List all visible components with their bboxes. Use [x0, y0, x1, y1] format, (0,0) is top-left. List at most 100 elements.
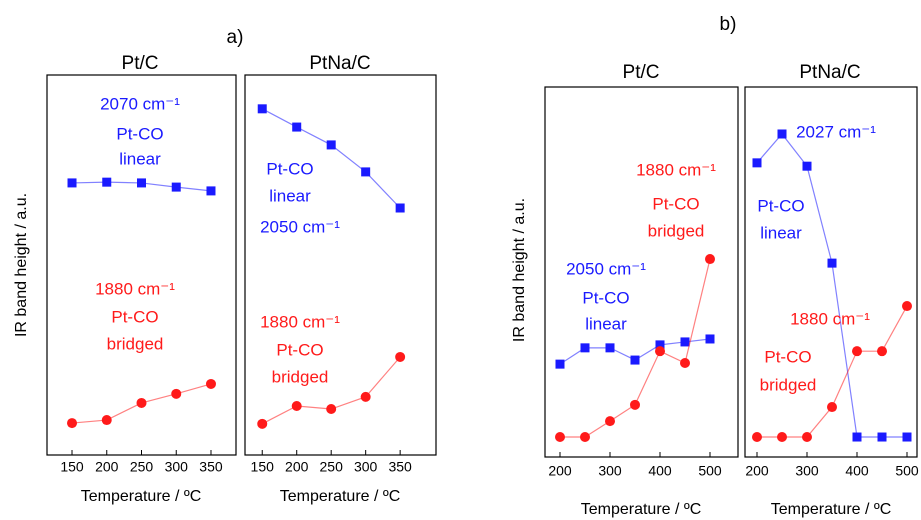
data-point: [326, 404, 337, 415]
data-point: [752, 158, 762, 168]
data-point: [206, 186, 216, 196]
data-point: [852, 432, 862, 442]
data-point: [877, 432, 887, 442]
x-tick-label: 250: [130, 459, 154, 475]
panel-label: b): [720, 14, 737, 35]
data-point: [67, 418, 78, 429]
annotation: Pt-CO: [266, 159, 313, 178]
data-point: [827, 258, 837, 268]
data-point: [257, 104, 267, 114]
x-tick-label: 200: [548, 463, 572, 479]
data-point: [605, 416, 615, 427]
data-point: [67, 178, 77, 188]
data-point: [680, 337, 690, 347]
data-point: [777, 432, 787, 443]
x-tick-label: 200: [285, 459, 309, 475]
plot-frame: [744, 86, 918, 458]
x-tick-label: 500: [895, 463, 919, 479]
x-tick-label: 400: [648, 463, 672, 479]
data-point: [292, 122, 302, 132]
plot-frame: [244, 74, 437, 456]
x-axis-label: Temperature / ºC: [280, 488, 401, 505]
plot-frame: [544, 86, 739, 458]
annotation: Pt-CO: [116, 124, 163, 143]
data-point: [137, 178, 146, 188]
data-point: [326, 140, 336, 150]
annotation: linear: [585, 314, 627, 333]
x-tick-label: 400: [845, 463, 869, 479]
data-point: [705, 334, 715, 344]
x-axis-label: Temperature / ºC: [81, 488, 202, 505]
data-point: [257, 418, 268, 429]
annotation: bridged: [107, 334, 164, 353]
annotation: bridged: [760, 375, 817, 394]
panel-label: a): [227, 27, 244, 48]
annotation: 1880 cm⁻¹: [95, 279, 175, 298]
data-point: [171, 182, 181, 192]
annotation: Pt-CO: [764, 347, 811, 366]
data-point: [680, 358, 690, 369]
annotation: Pt-CO: [111, 307, 158, 326]
x-tick-label: 350: [199, 459, 223, 475]
data-point: [877, 346, 887, 357]
annotation: Pt-CO: [276, 340, 323, 359]
x-axis-label: Temperature / ºC: [771, 501, 892, 518]
y-axis-label: IR band height / a.u.: [511, 198, 528, 342]
data-point: [555, 432, 565, 443]
data-point: [555, 359, 565, 369]
x-axis-label: Temperature / ºC: [581, 501, 702, 518]
x-tick-label: 150: [251, 459, 275, 475]
x-tick-label: 300: [165, 459, 189, 475]
panel-title: Pt/C: [623, 62, 660, 83]
data-point: [752, 432, 762, 443]
x-tick-label: 250: [320, 459, 344, 475]
annotation: 2070 cm⁻¹: [100, 94, 180, 113]
data-point: [205, 378, 216, 389]
data-point: [361, 167, 371, 177]
annotation: Pt-CO: [757, 196, 804, 215]
data-point: [102, 177, 112, 187]
panel-title: PtNa/C: [799, 62, 860, 83]
annotation: Pt-CO: [652, 194, 699, 213]
data-point: [852, 346, 862, 357]
panel-title: Pt/C: [122, 53, 159, 74]
data-point: [605, 343, 615, 353]
data-point: [802, 432, 812, 443]
data-point: [136, 397, 147, 408]
data-point: [655, 340, 665, 350]
data-point: [580, 432, 590, 443]
annotation: 1880 cm⁻¹: [260, 312, 340, 331]
annotation: linear: [760, 223, 802, 242]
annotation: bridged: [272, 367, 329, 386]
data-point: [802, 161, 812, 171]
data-point: [101, 415, 112, 426]
x-tick-label: 350: [388, 459, 412, 475]
x-tick-label: 300: [354, 459, 378, 475]
annotation: 1880 cm⁻¹: [790, 309, 870, 328]
annotation: 1880 cm⁻¹: [636, 160, 716, 179]
data-point: [395, 351, 406, 362]
annotation: 2050 cm⁻¹: [566, 259, 646, 278]
x-tick-label: 300: [795, 463, 819, 479]
x-tick-label: 200: [95, 459, 119, 475]
x-tick-label: 150: [60, 459, 84, 475]
annotation: linear: [269, 186, 311, 205]
data-point: [705, 254, 715, 265]
data-point: [777, 129, 787, 139]
data-point: [902, 301, 912, 312]
x-tick-label: 300: [598, 463, 622, 479]
data-point: [360, 391, 371, 402]
x-tick-label: 500: [698, 463, 722, 479]
data-point: [902, 432, 912, 442]
data-point: [630, 399, 640, 410]
x-tick-label: 200: [745, 463, 769, 479]
data-point: [630, 355, 640, 365]
annotation: linear: [119, 149, 161, 168]
panel-title: PtNa/C: [309, 53, 370, 74]
data-point: [580, 343, 590, 353]
data-point: [291, 400, 302, 411]
data-point: [395, 203, 405, 213]
data-point: [171, 388, 182, 399]
